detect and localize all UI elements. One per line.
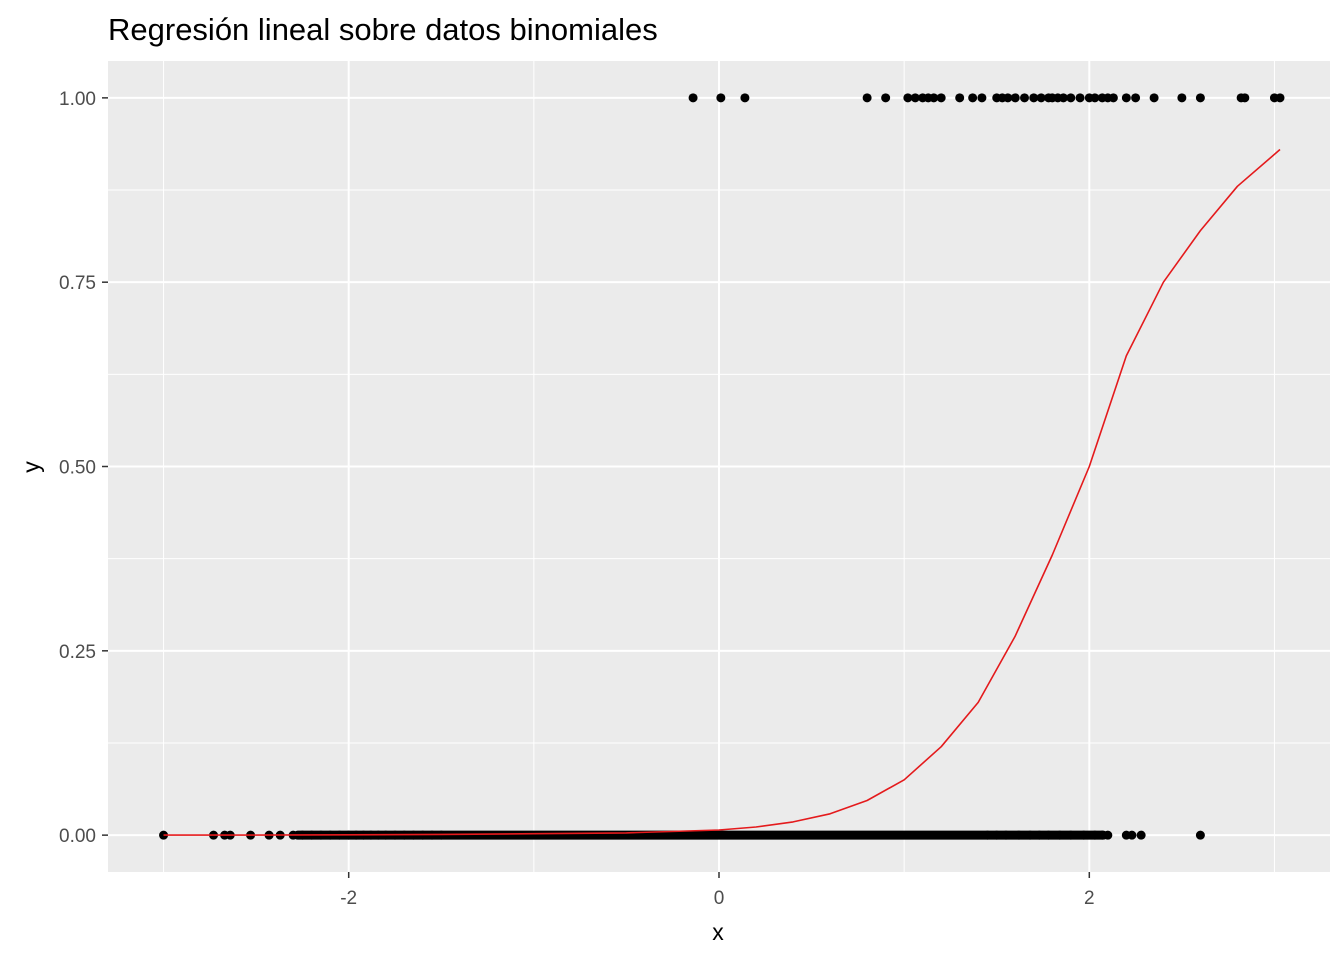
data-point xyxy=(955,93,965,103)
data-point xyxy=(1036,93,1046,103)
y-tick-label: 0.25 xyxy=(59,642,96,663)
chart-title: Regresión lineal sobre datos binomiales xyxy=(108,12,658,47)
data-point xyxy=(1131,93,1141,103)
data-point xyxy=(1136,830,1146,840)
data-point xyxy=(968,93,978,103)
data-point xyxy=(1010,93,1020,103)
data-point xyxy=(1149,93,1159,103)
data-point xyxy=(688,93,698,103)
fitted-curve xyxy=(163,148,1281,836)
data-point xyxy=(1121,93,1131,103)
x-axis-title: x xyxy=(712,919,724,945)
data-point xyxy=(1001,830,1011,840)
data-point xyxy=(1079,830,1089,840)
data-point xyxy=(1066,830,1076,840)
data-point xyxy=(1055,830,1065,840)
y-tick-label: 0.50 xyxy=(59,458,96,479)
x-tick-label: 2 xyxy=(1084,888,1095,909)
data-point xyxy=(1075,93,1085,103)
y-tick-label: 1.00 xyxy=(59,89,96,110)
data-point xyxy=(1240,93,1250,103)
data-point xyxy=(1177,93,1187,103)
data-point xyxy=(1014,830,1024,840)
data-point xyxy=(1195,830,1205,840)
data-point xyxy=(1127,830,1137,840)
data-point xyxy=(910,93,920,103)
data-point xyxy=(1103,830,1113,840)
data-point xyxy=(1003,93,1013,103)
data-point xyxy=(992,830,1002,840)
data-point xyxy=(1275,93,1285,103)
y-tick-label: 0.75 xyxy=(59,273,96,294)
data-point xyxy=(1029,93,1039,103)
data-point xyxy=(977,93,987,103)
data-point xyxy=(1044,830,1054,840)
y-axis: 0.00 0.25 0.50 0.75 1.00 xyxy=(59,89,108,847)
data-point xyxy=(936,93,946,103)
data-point xyxy=(1108,93,1118,103)
data-point xyxy=(1058,93,1068,103)
data-point xyxy=(982,830,992,840)
data-point xyxy=(903,93,913,103)
y-axis-title: y xyxy=(18,461,44,473)
data-point xyxy=(1090,93,1100,103)
x-tick-label: 0 xyxy=(714,888,725,909)
data-point xyxy=(1025,830,1035,840)
fitted-line xyxy=(163,148,1281,836)
data-point xyxy=(1090,830,1100,840)
y-tick-label: 0.00 xyxy=(59,826,96,847)
data-point xyxy=(881,93,891,103)
data-point xyxy=(862,93,872,103)
data-point xyxy=(716,93,726,103)
data-point xyxy=(1195,93,1205,103)
data-point xyxy=(740,93,750,103)
x-axis: -2 0 2 xyxy=(340,872,1095,909)
data-point xyxy=(1066,93,1076,103)
data-point xyxy=(929,93,939,103)
data-point xyxy=(1034,830,1044,840)
dense-point-cluster xyxy=(293,830,1108,840)
data-point xyxy=(1020,93,1029,103)
x-tick-label: -2 xyxy=(340,888,357,909)
